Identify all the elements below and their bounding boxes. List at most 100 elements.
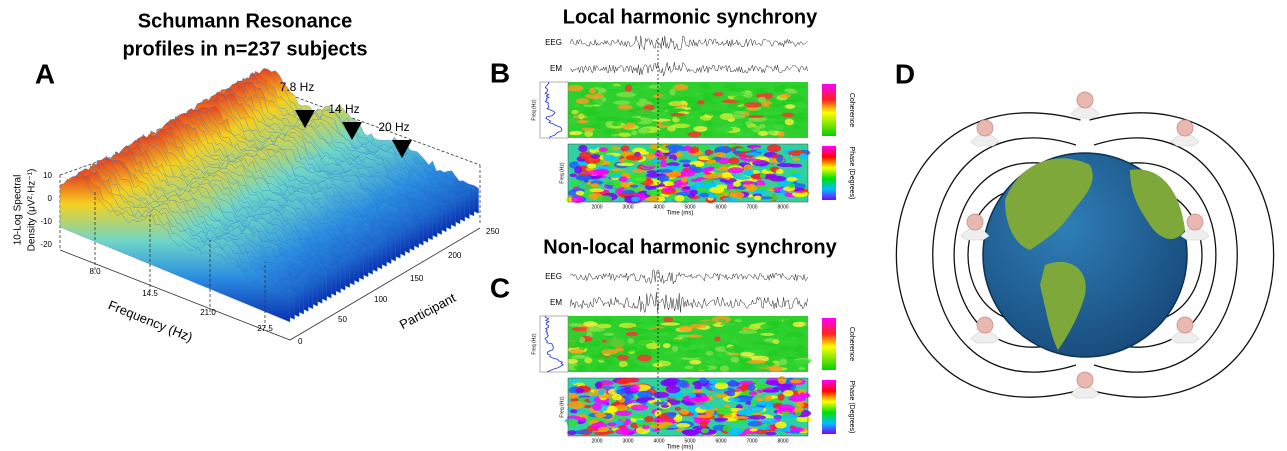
x-tick-label: 8000 <box>777 204 788 210</box>
x-tick-label: 8000 <box>777 438 788 444</box>
coherence-blob <box>738 330 757 334</box>
panel-label: C <box>490 272 510 303</box>
coherence-blob <box>724 83 736 89</box>
phase-blob <box>715 146 732 153</box>
phase-blob <box>599 147 608 152</box>
phase-blob <box>644 416 653 422</box>
phase-blob <box>735 148 751 152</box>
coherence-blob <box>567 85 583 92</box>
coherence-blob <box>639 317 650 322</box>
coherence-blob <box>733 96 747 102</box>
coherence-blob <box>682 341 690 348</box>
coherence-blob <box>621 125 631 129</box>
coherence-blob <box>782 113 794 118</box>
person-head <box>1177 317 1193 333</box>
phase-blob <box>790 427 805 432</box>
person-head <box>1177 120 1193 136</box>
coherence-blob <box>706 351 714 356</box>
phase-blob <box>715 383 729 390</box>
x-tick-label: 3000 <box>622 438 633 444</box>
phase-blob <box>743 158 761 161</box>
phase-blob <box>633 176 646 184</box>
phase-blob <box>669 146 679 153</box>
phase-blob <box>631 415 646 419</box>
coherence-blob <box>616 92 636 97</box>
phase-blob <box>755 401 773 406</box>
phase-blob <box>699 377 707 383</box>
coherence-blob <box>784 89 795 92</box>
phase-blob <box>705 409 714 415</box>
coherence-blob <box>746 121 753 126</box>
coherence-blob <box>598 324 612 329</box>
coherence-blob <box>777 131 784 137</box>
coherence-blob <box>663 343 671 348</box>
phase-blob <box>578 173 590 176</box>
freq-label: Freq (Hz) <box>531 99 537 120</box>
x-tick-label: 21.0 <box>200 308 216 317</box>
coherence-blob <box>603 130 620 135</box>
phase-blob <box>735 176 750 180</box>
x-tick-label: 27.5 <box>257 324 273 333</box>
phase-blob <box>587 163 596 168</box>
coherence-blob <box>698 321 718 325</box>
coherence-blob <box>668 101 684 106</box>
phase-blob <box>720 166 729 170</box>
coherence-blob <box>763 112 781 116</box>
phase-blob <box>598 421 604 424</box>
person-head <box>977 120 993 136</box>
coherence-blob <box>749 115 765 118</box>
freq-label: Freq (Hz) <box>559 396 565 417</box>
phase-blob <box>700 405 712 410</box>
x-axis-label: Time (ms) <box>667 211 694 217</box>
phase-blob <box>747 383 756 391</box>
coherence-blob <box>637 355 652 362</box>
coherence-blob <box>759 124 765 129</box>
phase-blob <box>778 404 795 411</box>
coherence-blob <box>720 113 733 120</box>
coherence-blob <box>673 84 688 91</box>
phase-blob <box>578 145 587 152</box>
phase-blob <box>756 384 764 390</box>
panel-title: Non-local harmonic synchrony <box>543 236 837 258</box>
coherence-blob <box>706 111 717 116</box>
coherence-blob <box>691 104 702 111</box>
freq-label: Freq (Hz) <box>531 333 537 354</box>
phase-blob <box>749 415 766 420</box>
coherence-blob <box>706 358 720 364</box>
phase-blob <box>598 389 605 395</box>
spectrum-box <box>540 316 568 372</box>
coherence-blob <box>730 357 739 363</box>
coherence-blob <box>756 364 768 369</box>
coherence-blob <box>794 113 808 117</box>
colorbar-label: Coherence <box>848 93 855 127</box>
coherence-blob <box>638 128 649 134</box>
colorbar <box>822 380 836 434</box>
phase-blob <box>734 192 745 199</box>
y-axis-label: 10-Log Spectral <box>13 175 24 246</box>
coherence-blob <box>790 336 797 339</box>
coherence-blob <box>627 338 633 344</box>
phase-blob <box>690 147 699 153</box>
coherence-blob <box>571 355 589 359</box>
phase-blob <box>790 379 802 383</box>
peak-label: 14 Hz <box>328 102 359 116</box>
coherence-blob <box>571 110 578 115</box>
phase-blob <box>789 395 806 402</box>
coherence-blob <box>596 98 603 105</box>
coherence-blob <box>687 132 701 138</box>
phase-blob <box>799 153 807 160</box>
phase-blob <box>604 180 621 185</box>
coherence-blob <box>576 98 590 104</box>
phase-blob <box>737 409 751 415</box>
colorbar-label: Phase (Degrees) <box>848 147 855 200</box>
coherence-blob <box>569 118 576 124</box>
coherence-blob <box>574 365 581 369</box>
coherence-blob <box>757 97 766 103</box>
coherence-blob <box>779 84 788 88</box>
coherence-blob <box>689 360 701 365</box>
coherence-blob <box>786 98 805 102</box>
phase-blob <box>765 432 777 435</box>
phase-blob <box>767 144 781 152</box>
phase-blob <box>631 196 640 202</box>
coherence-blob <box>704 85 710 90</box>
